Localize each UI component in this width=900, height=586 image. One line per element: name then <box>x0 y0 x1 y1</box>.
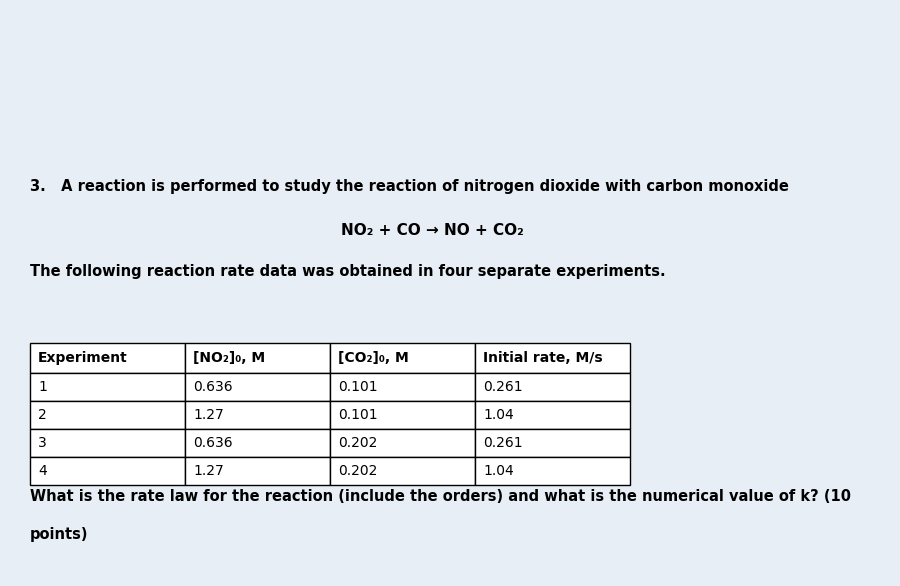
Bar <box>185 343 330 373</box>
Text: 0.202: 0.202 <box>338 464 377 478</box>
Text: 0.261: 0.261 <box>483 436 523 450</box>
Text: 2: 2 <box>38 408 47 422</box>
Bar <box>30 429 185 457</box>
Text: 3.   A reaction is performed to study the reaction of nitrogen dioxide with carb: 3. A reaction is performed to study the … <box>30 179 788 194</box>
Text: 0.261: 0.261 <box>483 380 523 394</box>
Bar <box>185 401 330 429</box>
Text: 1.27: 1.27 <box>193 464 224 478</box>
Bar <box>475 401 630 429</box>
Bar <box>330 373 475 401</box>
Text: What is the rate law for the reaction (include the orders) and what is the numer: What is the rate law for the reaction (i… <box>30 489 850 504</box>
Text: Experiment: Experiment <box>38 351 128 365</box>
Text: 4: 4 <box>38 464 47 478</box>
Text: 3: 3 <box>38 436 47 450</box>
Text: Initial rate, M/s: Initial rate, M/s <box>483 351 603 365</box>
Text: 1.04: 1.04 <box>483 464 514 478</box>
Text: 1.04: 1.04 <box>483 408 514 422</box>
Text: NO₂ + CO → NO + CO₂: NO₂ + CO → NO + CO₂ <box>340 223 524 238</box>
Bar <box>330 343 475 373</box>
Text: 0.101: 0.101 <box>338 380 378 394</box>
Bar <box>475 343 630 373</box>
Bar <box>30 457 185 485</box>
Text: 0.202: 0.202 <box>338 436 377 450</box>
Text: 0.101: 0.101 <box>338 408 378 422</box>
Bar <box>185 373 330 401</box>
Bar <box>185 429 330 457</box>
Bar <box>330 401 475 429</box>
Bar <box>475 457 630 485</box>
Text: 0.636: 0.636 <box>193 436 232 450</box>
Text: The following reaction rate data was obtained in four separate experiments.: The following reaction rate data was obt… <box>30 264 665 279</box>
Bar <box>30 401 185 429</box>
Bar <box>185 457 330 485</box>
Bar <box>330 457 475 485</box>
Bar <box>30 343 185 373</box>
Bar <box>30 373 185 401</box>
Bar <box>475 429 630 457</box>
Text: [CO₂]₀, M: [CO₂]₀, M <box>338 351 409 365</box>
Text: points): points) <box>30 527 88 542</box>
Text: 1: 1 <box>38 380 47 394</box>
Bar <box>330 429 475 457</box>
Bar <box>475 373 630 401</box>
Text: 0.636: 0.636 <box>193 380 232 394</box>
Text: 1.27: 1.27 <box>193 408 224 422</box>
Text: [NO₂]₀, M: [NO₂]₀, M <box>193 351 266 365</box>
